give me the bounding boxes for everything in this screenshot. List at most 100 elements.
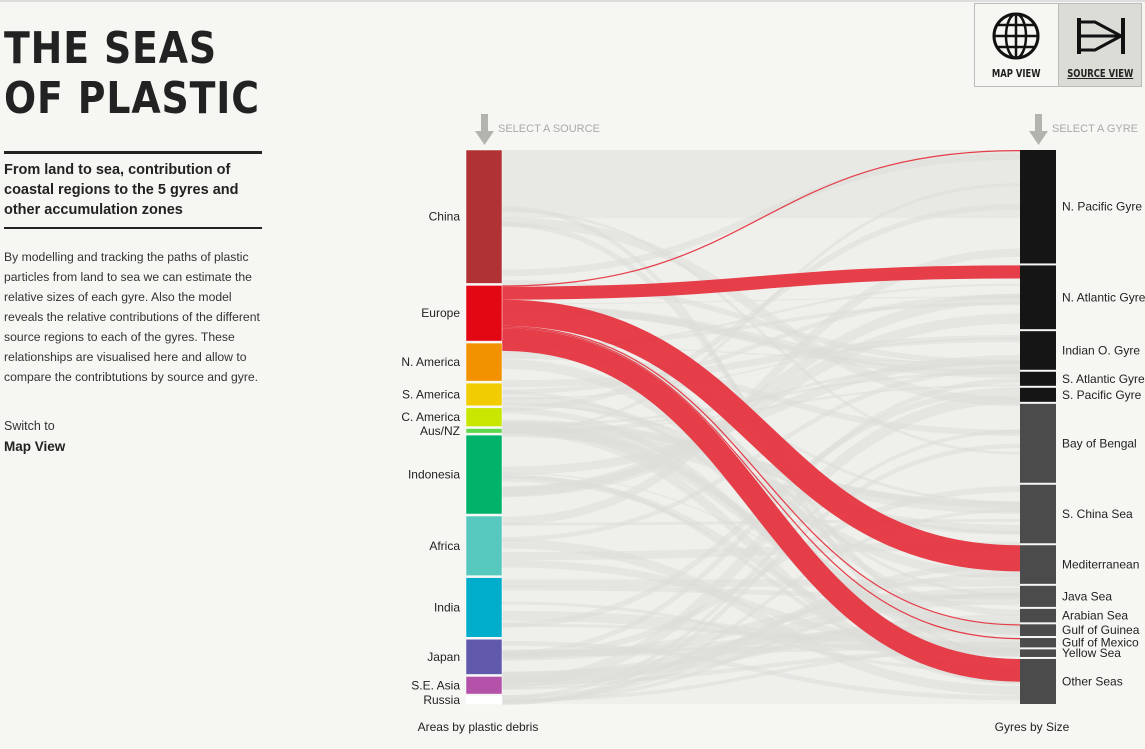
source-bar-russia[interactable] — [465, 695, 503, 705]
source-bar-c-america[interactable] — [465, 407, 503, 427]
select-hints: SELECT A SOURCE SELECT A GYRE — [475, 114, 1138, 145]
source-label-aus-nz[interactable]: Aus/NZ — [420, 424, 460, 438]
globe-icon — [992, 12, 1040, 60]
page-title: THE SEAS OF PLASTIC — [4, 23, 260, 124]
source-view-label: SOURCE VIEW — [1066, 67, 1133, 80]
source-label-japan[interactable]: Japan — [427, 650, 460, 664]
background-flow — [501, 366, 1021, 542]
switch-to-map-link[interactable]: Map View — [4, 439, 66, 454]
flow-europe-to-n-pacific-gyre[interactable] — [501, 150, 1021, 287]
gyre-bar-n-atlantic-gyre[interactable] — [1020, 265, 1056, 330]
view-toggle: MAP VIEW SOURCE VIEW — [974, 3, 1142, 87]
gyre-bar-mediterranean[interactable] — [1020, 545, 1056, 584]
gyre-bar-arabian-sea[interactable] — [1020, 608, 1056, 623]
source-bar-indonesia[interactable] — [465, 434, 503, 515]
gyre-bar-gulf-of-guinea[interactable] — [1020, 624, 1056, 637]
gyre-bars: N. Pacific Gyre N. Atlantic Gyre Indian O.… — [1020, 150, 1145, 704]
gyre-bar-s-atlantic-gyre[interactable] — [1020, 371, 1056, 386]
highlighted-flows — [501, 150, 1021, 682]
source-label-n-america[interactable]: N. America — [401, 355, 460, 369]
background-flow — [501, 593, 1021, 683]
background-flow — [501, 592, 1021, 703]
gyre-label-s-china-sea[interactable]: S. China Sea — [1062, 507, 1133, 521]
gyre-label-n-atlantic-gyre[interactable]: N. Atlantic Gyre — [1062, 290, 1145, 304]
source-bar-india[interactable] — [465, 577, 503, 638]
source-label-c-america[interactable]: C. America — [401, 410, 460, 424]
gyre-bar-s-pacific-gyre[interactable] — [1020, 387, 1056, 402]
source-label-china[interactable]: China — [429, 210, 461, 224]
background-flow — [501, 153, 1021, 277]
gyre-label-n-pacific-gyre[interactable]: N. Pacific Gyre — [1062, 200, 1142, 214]
source-label-russia[interactable]: Russia — [423, 693, 460, 707]
map-view-button[interactable]: MAP VIEW — [975, 4, 1058, 86]
gyre-bar-bay-of-bengal[interactable] — [1020, 403, 1056, 483]
source-label-indonesia[interactable]: Indonesia — [408, 468, 460, 482]
gyre-bar-yellow-sea[interactable] — [1020, 649, 1056, 657]
source-bar-japan[interactable] — [465, 638, 503, 675]
select-gyre-hint: SELECT A GYRE — [1052, 123, 1138, 135]
source-bar-china[interactable] — [465, 149, 503, 284]
switch-label: Switch to — [4, 419, 55, 433]
background-flow — [501, 209, 1021, 455]
source-view-button[interactable]: SOURCE VIEW — [1057, 4, 1141, 86]
map-view-label: MAP VIEW — [991, 67, 1041, 80]
gyre-label-gulf-of-mexico[interactable]: Gulf of Mexico — [1062, 636, 1139, 650]
top-border — [0, 0, 1145, 2]
axis-labels: Areas by plastic debris Gyres by Size — [418, 720, 1070, 734]
flow-europe-to-n-atlantic-gyre[interactable] — [501, 265, 1021, 300]
source-label-s-america[interactable]: S. America — [402, 387, 460, 401]
gyre-bar-java-sea[interactable] — [1020, 585, 1056, 607]
background-flow — [501, 296, 1021, 305]
background-flow — [501, 443, 1021, 706]
select-source-arrow-shaft — [481, 114, 488, 132]
source-bar-europe[interactable] — [465, 285, 503, 342]
background-flow — [501, 294, 1021, 394]
flow-europe-to-mediterranean[interactable] — [501, 299, 1021, 572]
source-flow-icon — [1076, 18, 1125, 54]
page-description: By modelling and tracking the paths of p… — [4, 250, 260, 384]
background-flow — [501, 429, 1021, 699]
gyre-bar-gulf-of-mexico[interactable] — [1020, 638, 1056, 648]
source-label-africa[interactable]: Africa — [429, 539, 460, 553]
flow-europe-to-gulf-of-guinea[interactable] — [501, 325, 1021, 626]
source-bar-s-america[interactable] — [465, 382, 503, 407]
gyre-bar-n-pacific-gyre[interactable] — [1020, 150, 1056, 264]
gyre-label-indian-o-gyre[interactable]: Indian O. Gyre — [1062, 343, 1140, 357]
gyre-label-s-pacific-gyre[interactable]: S. Pacific Gyre — [1062, 388, 1142, 402]
select-source-hint: SELECT A SOURCE — [498, 123, 600, 135]
gyre-bar-indian-o-gyre[interactable] — [1020, 331, 1056, 370]
background-flow — [501, 293, 1021, 497]
background-flow — [501, 539, 1021, 696]
left-axis-label: Areas by plastic debris — [418, 720, 539, 734]
subtitle-rule — [4, 227, 262, 229]
source-bars: China Europe N. America S. America C. Americ… — [401, 149, 503, 707]
gyre-label-yellow-sea[interactable]: Yellow Sea — [1062, 646, 1121, 660]
gyre-label-s-atlantic-gyre[interactable]: S. Atlantic Gyre — [1062, 372, 1145, 386]
gyre-label-other-seas[interactable]: Other Seas — [1062, 674, 1123, 688]
gyre-label-arabian-sea[interactable]: Arabian Sea — [1062, 609, 1128, 623]
background-flow — [501, 508, 1021, 705]
right-axis-label: Gyres by Size — [995, 720, 1070, 734]
source-bar-n-america[interactable] — [465, 342, 503, 382]
gyre-bar-other-seas[interactable] — [1020, 658, 1056, 704]
background-flow — [501, 354, 1021, 476]
source-bar-aus-nz[interactable] — [465, 428, 503, 434]
source-label-s-e-asia[interactable]: S.E. Asia — [411, 678, 460, 692]
source-label-europe[interactable]: Europe — [421, 306, 460, 320]
background-flow — [501, 427, 1021, 535]
flow-europe-to-gulf-of-mexico[interactable] — [501, 327, 1021, 640]
source-label-india[interactable]: India — [434, 600, 460, 614]
source-bar-s-e-asia[interactable] — [465, 676, 503, 695]
gyre-label-java-sea[interactable]: Java Sea — [1062, 589, 1112, 603]
gyre-label-mediterranean[interactable]: Mediterranean — [1062, 558, 1139, 572]
source-bar-africa[interactable] — [465, 515, 503, 576]
flow-europe-to-other-seas[interactable] — [501, 328, 1021, 682]
select-gyre-arrow-shaft — [1035, 114, 1042, 132]
select-source-arrow-icon — [475, 131, 494, 145]
gyre-label-bay-of-bengal[interactable]: Bay of Bengal — [1062, 436, 1137, 450]
page-subtitle: From land to sea, contribution of coasta… — [4, 162, 239, 218]
gyre-bar-s-china-sea[interactable] — [1020, 484, 1056, 544]
gyre-label-gulf-of-guinea[interactable]: Gulf of Guinea — [1062, 623, 1140, 637]
background-flow — [501, 183, 1021, 434]
